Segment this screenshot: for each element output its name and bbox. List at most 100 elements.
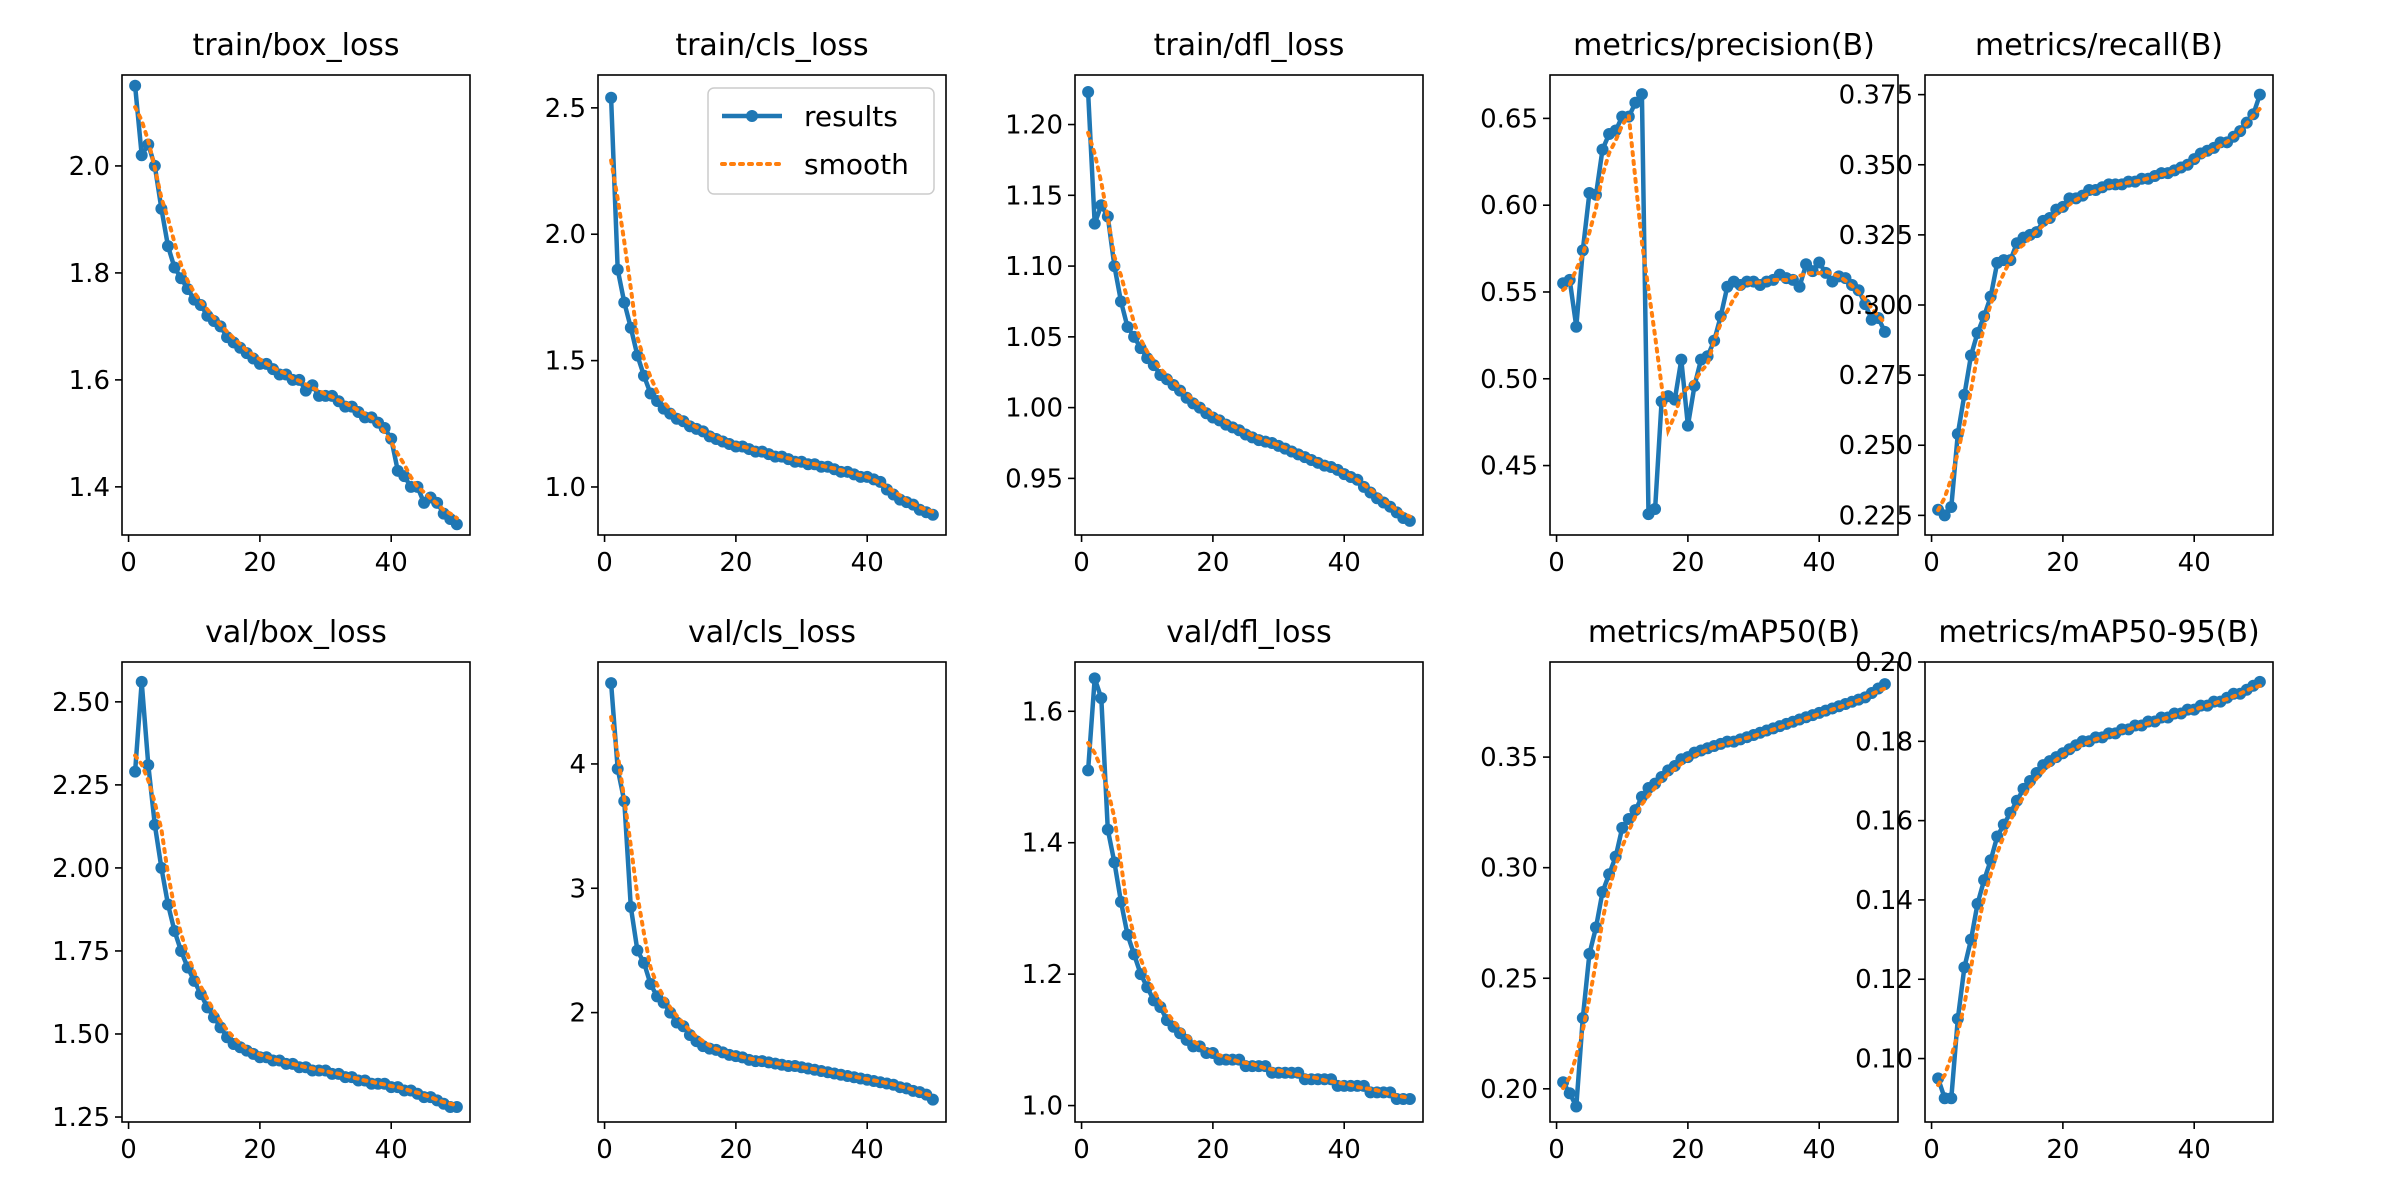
results-point: [1958, 961, 1971, 974]
smooth-series-line: [1936, 106, 2262, 513]
y-tick-label: 1.25: [52, 1103, 110, 1133]
results-point: [398, 470, 411, 483]
x-tick-label: 0: [1073, 548, 1090, 578]
plot-frame: [121, 661, 471, 1123]
results-point: [624, 900, 637, 913]
y-tick-label: 0.225: [1839, 501, 1913, 531]
x-tick-label: 0: [596, 1135, 613, 1165]
results-point: [618, 296, 631, 309]
x-tick-label: 40: [1328, 1135, 1361, 1165]
results-point: [1108, 856, 1121, 869]
results-point: [624, 321, 637, 334]
y-tick-label: 0.35: [1480, 743, 1538, 773]
results-point: [631, 349, 644, 362]
results-point: [161, 898, 174, 911]
x-tick-label: 20: [243, 548, 276, 578]
y-tick-label: 1.4: [1022, 829, 1063, 859]
chart-title: val/box_loss: [205, 615, 387, 650]
chart-title: train/dfl_loss: [1154, 28, 1345, 63]
results-point: [1878, 325, 1891, 338]
results-point: [1616, 821, 1629, 834]
chart-title: val/cls_loss: [688, 615, 856, 650]
legend-smooth-label: smooth: [804, 148, 909, 181]
y-tick-label: 1.20: [1005, 111, 1063, 141]
x-tick-label: 20: [243, 1135, 276, 1165]
x-tick-label: 0: [120, 1135, 137, 1165]
x-tick-label: 40: [851, 548, 884, 578]
smooth-series-line: [1561, 110, 1887, 438]
results-point: [1403, 1093, 1416, 1105]
plot-frame: [121, 74, 471, 536]
y-tick-label: 1.6: [69, 366, 110, 396]
y-tick-label: 0.325: [1839, 221, 1913, 251]
results-point: [1101, 210, 1114, 223]
plot-frame: [597, 74, 947, 536]
results-point: [1675, 353, 1688, 366]
results-point: [1878, 678, 1891, 691]
smooth-series-line: [609, 715, 935, 1099]
results-point: [1088, 672, 1101, 685]
results-point: [1997, 818, 2010, 831]
results-point: [1121, 928, 1134, 941]
y-tick-label: 2.25: [52, 771, 110, 801]
smooth-series-line: [133, 753, 459, 1108]
y-tick-label: 1.0: [545, 473, 586, 503]
results-point: [2010, 794, 2023, 807]
x-tick-label: 40: [2178, 1135, 2211, 1165]
y-tick-label: 0.50: [1480, 365, 1538, 395]
results-point: [450, 518, 463, 531]
x-tick-label: 40: [1328, 548, 1361, 578]
y-tick-label: 2.0: [69, 152, 110, 182]
results-point: [1991, 830, 2004, 843]
y-tick-label: 1.8: [69, 259, 110, 289]
plot-frame: [1924, 661, 2274, 1123]
results-point: [1609, 124, 1622, 137]
results-point: [155, 861, 168, 874]
results-point: [611, 263, 624, 276]
results-point: [129, 765, 142, 778]
x-tick-label: 0: [120, 548, 137, 578]
y-tick-label: 0.16: [1855, 807, 1913, 837]
results-point: [1570, 1100, 1583, 1113]
y-tick-label: 3: [569, 874, 586, 904]
results-point: [142, 758, 155, 771]
y-tick-label: 1.15: [1005, 181, 1063, 211]
x-tick-label: 20: [2046, 1135, 2079, 1165]
y-tick-label: 4: [569, 750, 586, 780]
plot-frame: [597, 661, 947, 1123]
x-tick-label: 20: [2046, 548, 2079, 578]
y-tick-label: 1.5: [545, 347, 586, 377]
y-tick-label: 0.45: [1480, 452, 1538, 482]
results-point: [1095, 692, 1108, 705]
results-point: [168, 261, 181, 274]
results-point: [1945, 1092, 1958, 1105]
results-point: [129, 79, 142, 92]
y-tick-label: 0.30: [1480, 854, 1538, 884]
results-point: [1964, 349, 1977, 362]
results-point: [2030, 767, 2043, 780]
x-tick-label: 40: [375, 1135, 408, 1165]
y-tick-label: 0.300: [1839, 291, 1913, 321]
x-tick-label: 20: [1671, 1135, 1704, 1165]
y-tick-label: 0.20: [1855, 648, 1913, 678]
results-point: [1681, 419, 1694, 432]
results-point: [1082, 85, 1095, 98]
y-tick-label: 0.275: [1839, 361, 1913, 391]
y-tick-label: 1.00: [1005, 394, 1063, 424]
x-tick-label: 20: [719, 1135, 752, 1165]
y-tick-label: 1.0: [1022, 1092, 1063, 1122]
plot-frame: [1549, 661, 1899, 1123]
y-tick-label: 0.12: [1855, 965, 1913, 995]
results-point: [148, 818, 161, 831]
y-tick-label: 0.25: [1480, 964, 1538, 994]
results-point: [1793, 280, 1806, 293]
y-tick-label: 0.60: [1480, 191, 1538, 221]
chart-title: metrics/mAP50(B): [1588, 615, 1860, 650]
x-tick-label: 20: [1671, 548, 1704, 578]
